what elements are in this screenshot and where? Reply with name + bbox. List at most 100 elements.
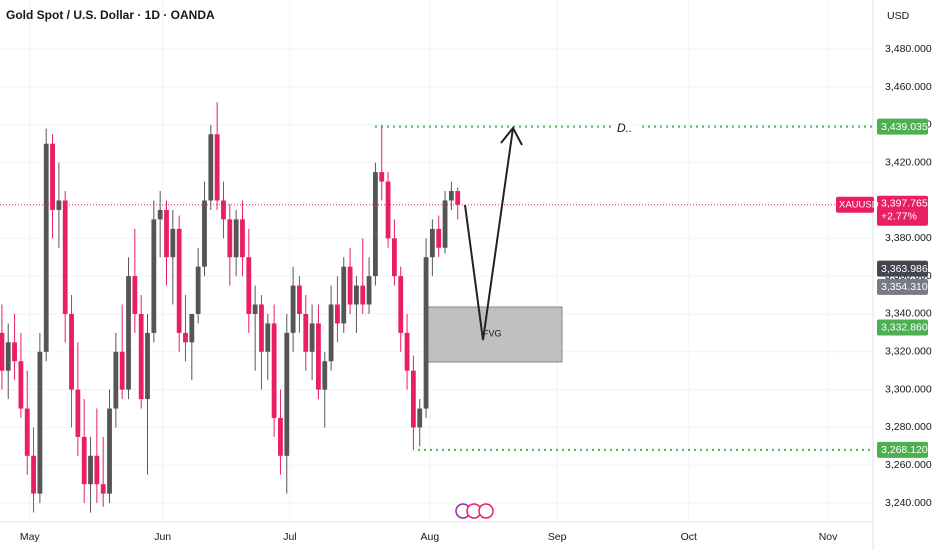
candle-body — [37, 351, 43, 494]
chart-title: Gold Spot / U.S. Dollar · 1D · OANDA — [6, 8, 215, 22]
price-badge — [877, 441, 928, 458]
candle-body — [392, 238, 397, 277]
candle-body — [303, 313, 309, 352]
candle-body — [448, 191, 454, 201]
y-tick-label: 3,460.000 — [885, 81, 932, 93]
candle-body — [107, 408, 112, 494]
symbol-badge — [836, 196, 874, 213]
candle-body — [309, 323, 315, 352]
x-tick-label: Jul — [283, 531, 296, 543]
x-tick-label: Aug — [421, 531, 440, 543]
candle-body — [138, 313, 144, 400]
y-tick-label: 3,340.000 — [885, 308, 932, 320]
candle-body — [385, 181, 391, 239]
candle-body — [164, 209, 169, 258]
candle-body — [259, 304, 264, 352]
candle-body — [278, 417, 283, 456]
candle-body — [113, 351, 119, 409]
candle-body — [189, 313, 195, 343]
fvg-label: FVG — [483, 328, 502, 338]
candle-body — [328, 304, 334, 362]
x-tick-label: Nov — [819, 531, 838, 543]
candle-body — [69, 313, 74, 390]
candle-body — [398, 276, 404, 333]
candle-body — [18, 361, 24, 409]
candle-body — [265, 323, 271, 352]
price-badge-label: 3,354.310 — [881, 281, 928, 293]
candle-body — [252, 304, 258, 314]
candle-body — [12, 342, 17, 362]
candle-body — [227, 219, 233, 258]
price-badge — [877, 118, 928, 135]
candle-body — [347, 266, 353, 305]
candle-body — [360, 285, 366, 305]
fvg-zone — [424, 306, 563, 363]
symbol-label: XAUUSD — [839, 200, 879, 211]
candle-body — [240, 219, 245, 258]
x-tick-label: Sep — [548, 531, 567, 543]
candle-body — [202, 200, 207, 267]
candle-body — [50, 143, 55, 210]
candle-body — [221, 200, 226, 220]
candle-body — [335, 304, 340, 324]
candle-body — [145, 332, 150, 400]
candle-body — [151, 219, 157, 333]
candle-body — [176, 228, 182, 333]
candle-body — [354, 285, 359, 305]
candle-body — [75, 389, 81, 437]
y-tick-label: 3,300.000 — [885, 383, 932, 395]
x-tick-label: Jun — [154, 531, 171, 543]
currency-label: USD — [887, 10, 910, 22]
candle-body — [366, 276, 372, 305]
candle-body — [132, 276, 138, 314]
candle-body — [56, 200, 62, 210]
candle-body — [0, 332, 5, 371]
projection-arrow — [464, 127, 514, 341]
candle-body — [233, 219, 239, 258]
y-tick-label: 3,280.000 — [885, 421, 932, 433]
candle-body — [379, 172, 385, 182]
price-badge-label: 3,268.120 — [881, 444, 928, 456]
candle-body — [373, 172, 378, 277]
y-tick-label: 3,480.000 — [885, 43, 932, 55]
y-tick-label: 3,320.000 — [885, 346, 932, 358]
last-price-badge — [877, 195, 928, 226]
candle-body — [94, 455, 100, 485]
target-label: D.. — [617, 121, 632, 135]
candle-body — [271, 323, 277, 418]
candle-body — [442, 200, 448, 248]
candle-body — [436, 228, 442, 248]
price-badge — [877, 319, 928, 336]
candle-body — [119, 351, 125, 390]
x-tick-label: Oct — [681, 531, 697, 543]
candle-body — [417, 408, 423, 428]
candle-body — [316, 323, 321, 390]
axes: 3,240.000 3,260.000 3,280.000 3,300.000 3,32… — [20, 43, 932, 543]
last-price-label: 3,397.765 — [881, 197, 928, 209]
x-tick-label: May — [20, 531, 41, 543]
arrow-head — [500, 126, 523, 146]
candle-body — [341, 266, 347, 324]
candle-body — [297, 285, 302, 314]
last-price-change: +2.77% — [881, 210, 917, 222]
y-tick-label: 3,420.000 — [885, 156, 932, 168]
candle-body — [429, 228, 435, 258]
y-tick-label: 3,380.000 — [885, 232, 932, 244]
event-icons — [455, 503, 494, 519]
candle-body — [170, 228, 176, 258]
price-badge-label: 3,439.035 — [881, 121, 928, 133]
candle-body — [31, 455, 36, 494]
candle-body — [43, 143, 49, 352]
price-badge-label: 3,332.860 — [881, 322, 928, 334]
price-badge — [877, 260, 928, 277]
candle-body — [62, 200, 68, 314]
y-tick-label: 3,260.000 — [885, 459, 932, 471]
candle-body — [208, 134, 214, 201]
candle-body — [183, 332, 188, 343]
candle-body — [126, 276, 131, 390]
candle-body — [423, 257, 429, 409]
candle-body — [410, 370, 416, 428]
price-badge — [877, 278, 928, 295]
icon — [478, 503, 494, 519]
